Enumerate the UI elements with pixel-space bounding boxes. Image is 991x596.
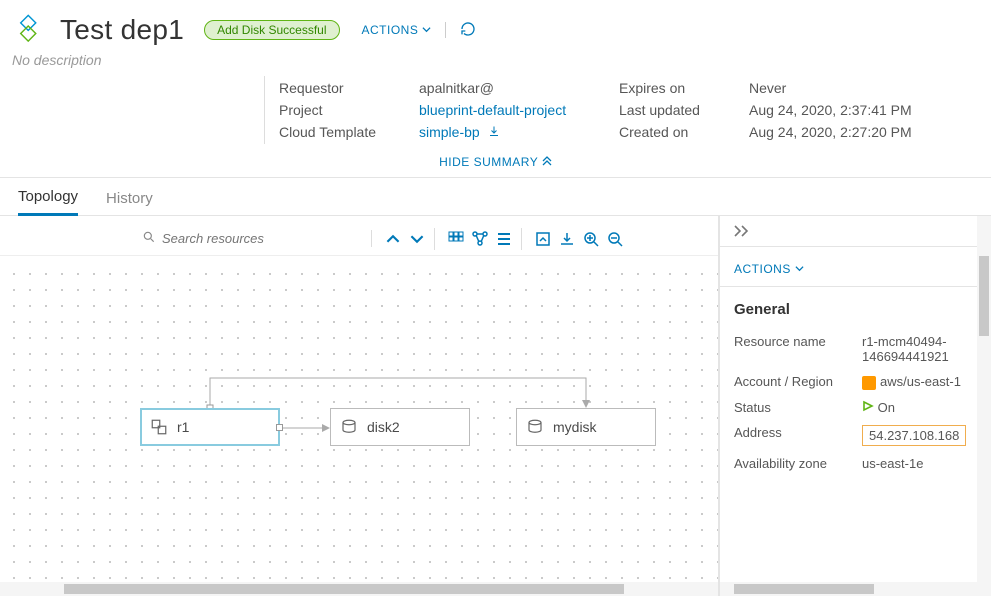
address-value: 54.237.108.168: [862, 425, 977, 446]
project-link[interactable]: blueprint-default-project: [419, 102, 566, 118]
disk-icon: [525, 417, 545, 437]
status-badge: Add Disk Successful: [204, 20, 339, 40]
resource-name-label: Resource name: [734, 334, 854, 349]
az-value: us-east-1e: [862, 456, 977, 471]
node-r1-label: r1: [177, 419, 189, 435]
view-grid-button[interactable]: [445, 228, 467, 250]
zoom-out-button[interactable]: [604, 228, 626, 250]
canvas-wrap: r1 disk2 mydisk: [0, 216, 719, 596]
edge-r1-disk2: [280, 420, 332, 436]
address-label: Address: [734, 425, 854, 440]
updated-label: Last updated: [619, 102, 749, 118]
header-actions: ACTIONS: [362, 21, 477, 40]
account-label: Account / Region: [734, 374, 854, 389]
hide-summary-toggle[interactable]: HIDE SUMMARY: [439, 155, 552, 169]
disk-icon: [339, 417, 359, 437]
hide-summary-label: HIDE SUMMARY: [439, 155, 538, 169]
project-label: Project: [279, 102, 419, 118]
view-graph-button[interactable]: [469, 228, 491, 250]
panel-actions-menu[interactable]: ACTIONS: [734, 262, 804, 276]
node-disk2-label: disk2: [367, 419, 400, 435]
status-value-text: On: [878, 400, 895, 415]
vm-icon: [149, 417, 169, 437]
nav-down-button[interactable]: [406, 228, 428, 250]
scrollbar-thumb[interactable]: [979, 256, 989, 336]
actions-menu[interactable]: ACTIONS: [362, 23, 432, 37]
status-value: On: [862, 400, 977, 415]
panel-actions-label: ACTIONS: [734, 262, 791, 276]
panel-v-scrollbar[interactable]: [977, 216, 991, 582]
requestor-value: apalnitkar@: [419, 80, 619, 96]
fit-button[interactable]: [532, 228, 554, 250]
deployment-logo-icon: [12, 12, 48, 48]
template-link[interactable]: simple-bp: [419, 124, 480, 140]
actions-menu-label: ACTIONS: [362, 23, 419, 37]
search-box[interactable]: [142, 230, 372, 247]
deployment-description: No description: [0, 52, 991, 76]
search-icon: [142, 230, 156, 247]
deployment-title: Test dep1: [60, 14, 184, 46]
scrollbar-thumb[interactable]: [734, 584, 874, 594]
scrollbar-thumb[interactable]: [64, 584, 624, 594]
double-chevron-up-icon: [542, 155, 552, 169]
main-area: r1 disk2 mydisk ACTIONS: [0, 216, 991, 596]
template-label: Cloud Template: [279, 124, 419, 140]
power-on-icon: [862, 400, 874, 415]
panel-collapse-button[interactable]: [720, 216, 991, 246]
expires-label: Expires on: [619, 80, 749, 96]
summary-block: Requestor apalnitkar@ Expires on Never P…: [0, 76, 991, 177]
account-value: aws/us-east-1: [862, 374, 977, 390]
expires-value: Never: [749, 80, 949, 96]
nav-up-button[interactable]: [382, 228, 404, 250]
requestor-label: Requestor: [279, 80, 419, 96]
node-mydisk[interactable]: mydisk: [516, 408, 656, 446]
canvas-h-scrollbar[interactable]: [0, 582, 718, 596]
resource-name-value: r1-mcm40494-146694441921: [862, 334, 977, 364]
topology-canvas[interactable]: r1 disk2 mydisk: [0, 260, 718, 580]
updated-value: Aug 24, 2020, 2:37:41 PM: [749, 102, 949, 118]
export-button[interactable]: [556, 228, 578, 250]
details-panel: ACTIONS General Resource name r1-mcm4049…: [719, 216, 991, 596]
panel-section-title: General: [720, 287, 991, 326]
header-divider: [445, 22, 446, 38]
chevron-down-icon: [422, 23, 431, 37]
account-value-text: aws/us-east-1: [880, 374, 961, 389]
tab-bar: Topology History: [0, 178, 991, 216]
node-handle[interactable]: [276, 424, 283, 431]
node-mydisk-label: mydisk: [553, 419, 597, 435]
search-input[interactable]: [162, 231, 342, 246]
canvas-toolbar: [0, 222, 718, 256]
az-label: Availability zone: [734, 456, 854, 471]
zoom-in-button[interactable]: [580, 228, 602, 250]
refresh-button[interactable]: [460, 21, 476, 40]
view-list-button[interactable]: [493, 228, 515, 250]
status-label: Status: [734, 400, 854, 415]
node-r1[interactable]: r1: [140, 408, 280, 446]
node-disk2[interactable]: disk2: [330, 408, 470, 446]
aws-icon: [862, 376, 876, 390]
created-label: Created on: [619, 124, 749, 140]
panel-h-scrollbar[interactable]: [720, 582, 991, 596]
chevron-down-icon: [795, 262, 804, 276]
download-icon[interactable]: [488, 125, 500, 140]
address-highlight: 54.237.108.168: [862, 425, 966, 446]
tab-topology[interactable]: Topology: [18, 188, 78, 216]
page-header: Test dep1 Add Disk Successful ACTIONS: [0, 0, 991, 52]
tab-history[interactable]: History: [106, 190, 153, 215]
created-value: Aug 24, 2020, 2:27:20 PM: [749, 124, 949, 140]
